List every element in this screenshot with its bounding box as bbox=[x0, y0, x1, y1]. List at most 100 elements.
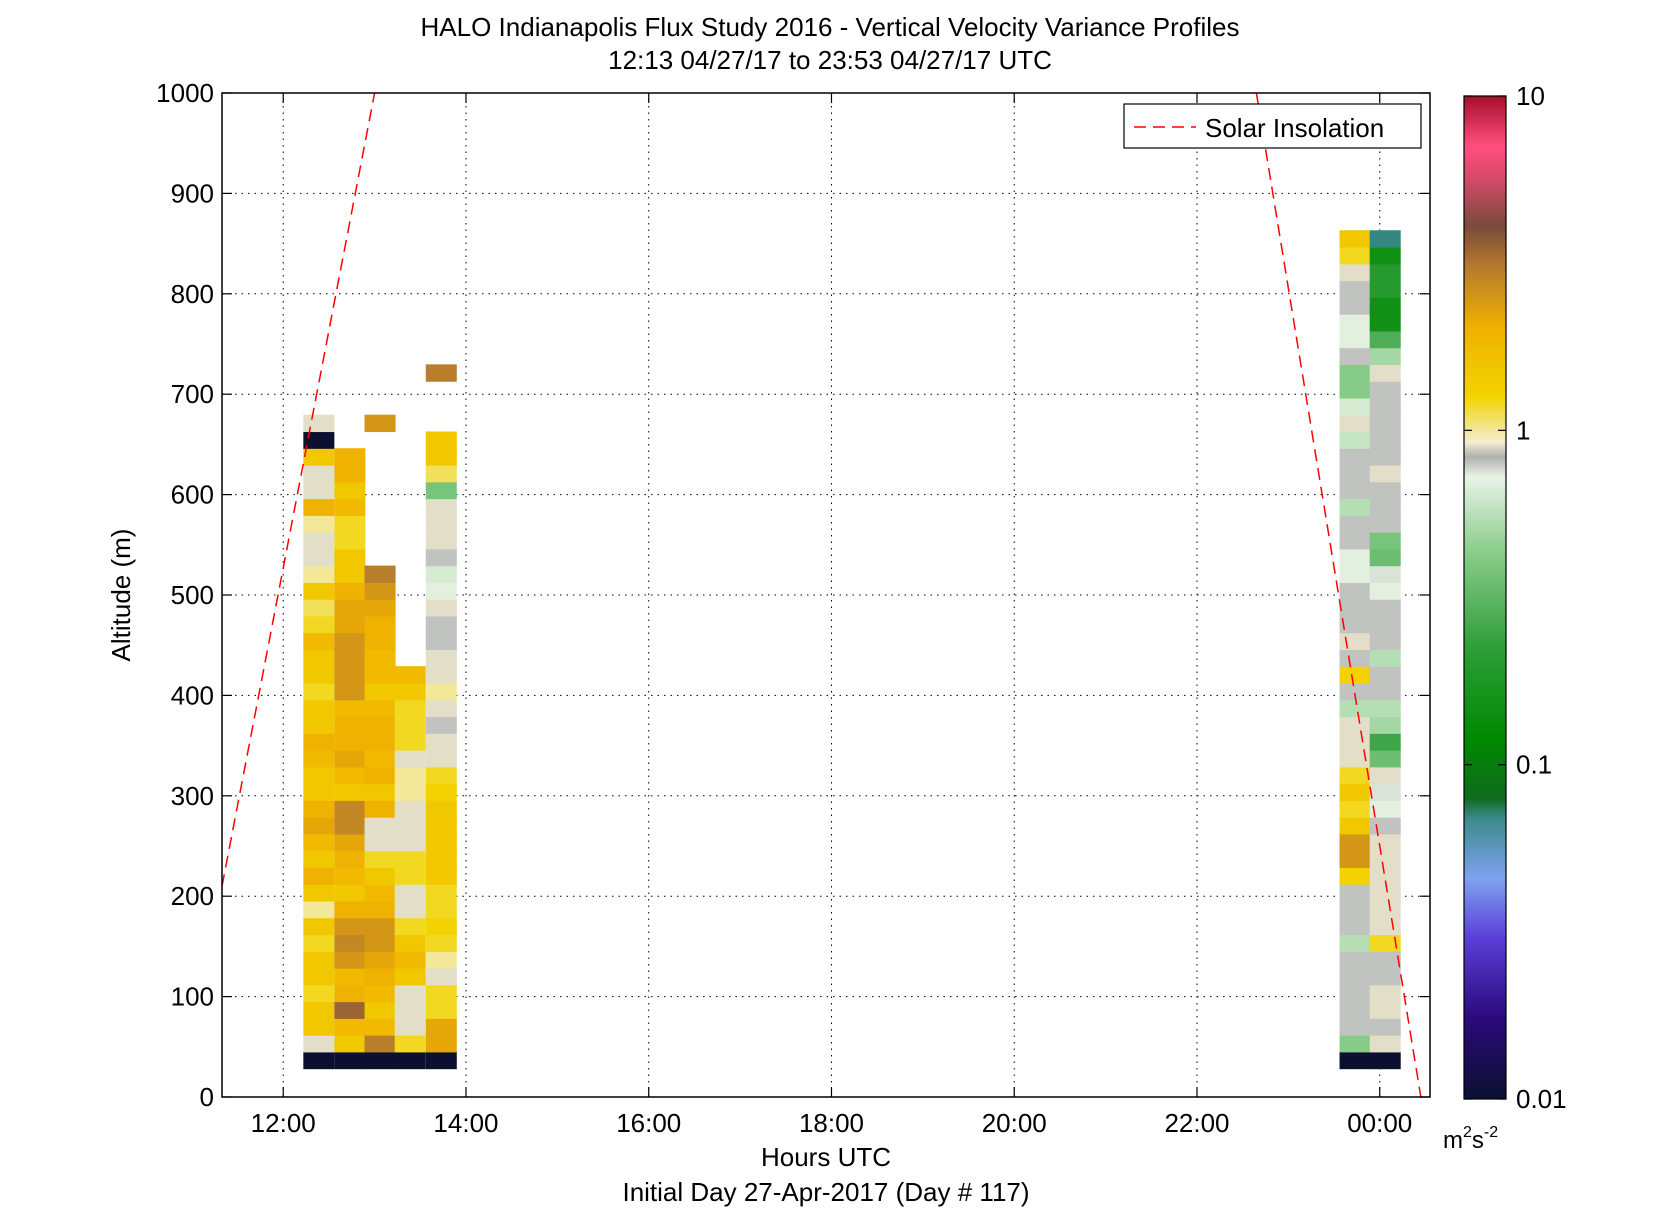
heatmap-cell bbox=[1339, 733, 1371, 751]
heatmap-cell bbox=[394, 984, 426, 1003]
legend: Solar Insolation bbox=[1123, 103, 1422, 149]
heatmap-cell bbox=[1339, 498, 1371, 516]
heatmap-cell bbox=[1369, 1001, 1401, 1019]
heatmap-cell bbox=[1369, 984, 1401, 1003]
heatmap-cell bbox=[303, 967, 335, 986]
heatmap-cell bbox=[1369, 230, 1401, 248]
heatmap-cell bbox=[1339, 515, 1371, 533]
heatmap-cell bbox=[303, 817, 335, 835]
y-tick-label: 600 bbox=[171, 480, 214, 510]
heatmap-cell bbox=[425, 900, 457, 919]
heatmap-cell bbox=[1339, 666, 1371, 684]
heatmap-cell bbox=[394, 1018, 426, 1036]
heatmap-cell bbox=[1369, 1018, 1401, 1036]
heatmap-cell bbox=[303, 766, 335, 785]
heatmap-cell bbox=[303, 884, 335, 902]
heatmap-cell bbox=[334, 900, 366, 919]
heatmap-cell bbox=[303, 783, 335, 801]
y-tick-label: 400 bbox=[171, 680, 214, 710]
y-tick-label: 500 bbox=[171, 580, 214, 610]
heatmap-cell bbox=[394, 900, 426, 919]
heatmap-cell bbox=[334, 548, 366, 567]
heatmap-cell bbox=[425, 783, 457, 801]
heatmap-cell bbox=[1339, 431, 1371, 449]
heatmap-cell bbox=[394, 884, 426, 902]
heatmap-cell bbox=[1339, 699, 1371, 718]
heatmap-cell bbox=[303, 649, 335, 667]
heatmap-cell bbox=[303, 632, 335, 651]
heatmap-cell bbox=[1339, 582, 1371, 600]
heatmap-cell bbox=[1339, 766, 1371, 785]
heatmap-cell bbox=[1369, 263, 1401, 282]
heatmap-cell bbox=[334, 515, 366, 533]
solar-insolation-lines bbox=[222, 93, 1422, 1097]
heatmap-cell bbox=[364, 817, 396, 835]
heatmap-cell bbox=[425, 666, 457, 684]
legend-label-solar-insolation: Solar Insolation bbox=[1205, 113, 1384, 143]
heatmap-cell bbox=[364, 1051, 396, 1070]
heatmap-cell bbox=[1339, 1018, 1371, 1036]
heatmap-cell bbox=[364, 599, 396, 617]
heatmap-cell bbox=[303, 951, 335, 969]
heatmap-cell bbox=[1339, 247, 1371, 265]
heatmap-cell bbox=[1339, 817, 1371, 835]
heatmap-cell bbox=[1339, 347, 1371, 365]
heatmap-cell bbox=[1339, 330, 1371, 349]
heatmap-cell bbox=[394, 1035, 426, 1053]
heatmap-cell bbox=[334, 934, 366, 952]
heatmap-cell bbox=[303, 414, 335, 433]
heatmap-cell bbox=[1339, 1035, 1371, 1053]
colorbar-tick-label: 1 bbox=[1516, 415, 1530, 445]
heatmap-cell bbox=[1369, 599, 1401, 617]
x-tick-label: 00:00 bbox=[1347, 1108, 1412, 1138]
heatmap-cell bbox=[1339, 1051, 1371, 1070]
heatmap-cell bbox=[425, 548, 457, 567]
heatmap-cell bbox=[364, 884, 396, 902]
heatmap-cell bbox=[1339, 850, 1371, 868]
heatmap-cell bbox=[334, 1051, 366, 1070]
heatmap-cell bbox=[303, 833, 335, 852]
heatmap-cell bbox=[364, 951, 396, 969]
heatmap-cell bbox=[1339, 800, 1371, 818]
heatmap-cell bbox=[334, 967, 366, 986]
colorbar-tick-label: 0.1 bbox=[1516, 750, 1552, 780]
heatmap-cell bbox=[1369, 1035, 1401, 1053]
heatmap-cell bbox=[1369, 884, 1401, 902]
heatmap-cell bbox=[1369, 565, 1401, 583]
heatmap-cell bbox=[1339, 1001, 1371, 1019]
heatmap-cell bbox=[303, 750, 335, 768]
heatmap-cell bbox=[1369, 783, 1401, 801]
heatmap-cell bbox=[1339, 783, 1371, 801]
heatmap-cell bbox=[1339, 464, 1371, 483]
heatmap-cell bbox=[334, 833, 366, 852]
heatmap-cell bbox=[334, 1035, 366, 1053]
heatmap-cell bbox=[364, 733, 396, 751]
heatmap-cell bbox=[334, 800, 366, 818]
heatmap-cell bbox=[1339, 682, 1371, 701]
x-tick-label: 12:00 bbox=[251, 1108, 316, 1138]
heatmap-cell bbox=[364, 967, 396, 986]
heatmap-cell bbox=[394, 733, 426, 751]
heatmap-cell bbox=[334, 733, 366, 751]
heatmap-cell bbox=[303, 565, 335, 583]
heatmap-cell bbox=[425, 1035, 457, 1053]
heatmap-cell bbox=[334, 699, 366, 718]
heatmap-cell bbox=[425, 682, 457, 701]
heatmap-cell bbox=[303, 599, 335, 617]
colorbar-ticks: 0.01 0.1 1 10 bbox=[1464, 81, 1567, 1114]
heatmap-cell bbox=[364, 414, 396, 433]
heatmap-cell bbox=[394, 1001, 426, 1019]
heatmap-cell bbox=[364, 582, 396, 600]
heatmap-cell bbox=[334, 984, 366, 1003]
heatmap-cell bbox=[334, 599, 366, 617]
heatmap-cell bbox=[425, 649, 457, 667]
heatmap-cell bbox=[1369, 330, 1401, 349]
heatmap-cell bbox=[364, 984, 396, 1003]
heatmap-cell bbox=[1369, 532, 1401, 550]
heatmap-cell bbox=[1339, 414, 1371, 433]
y-tick-label: 900 bbox=[171, 178, 214, 208]
y-tick-label: 700 bbox=[171, 379, 214, 409]
heatmap-cell bbox=[334, 716, 366, 734]
heatmap-cell bbox=[1369, 716, 1401, 734]
heatmap-cell bbox=[334, 666, 366, 684]
